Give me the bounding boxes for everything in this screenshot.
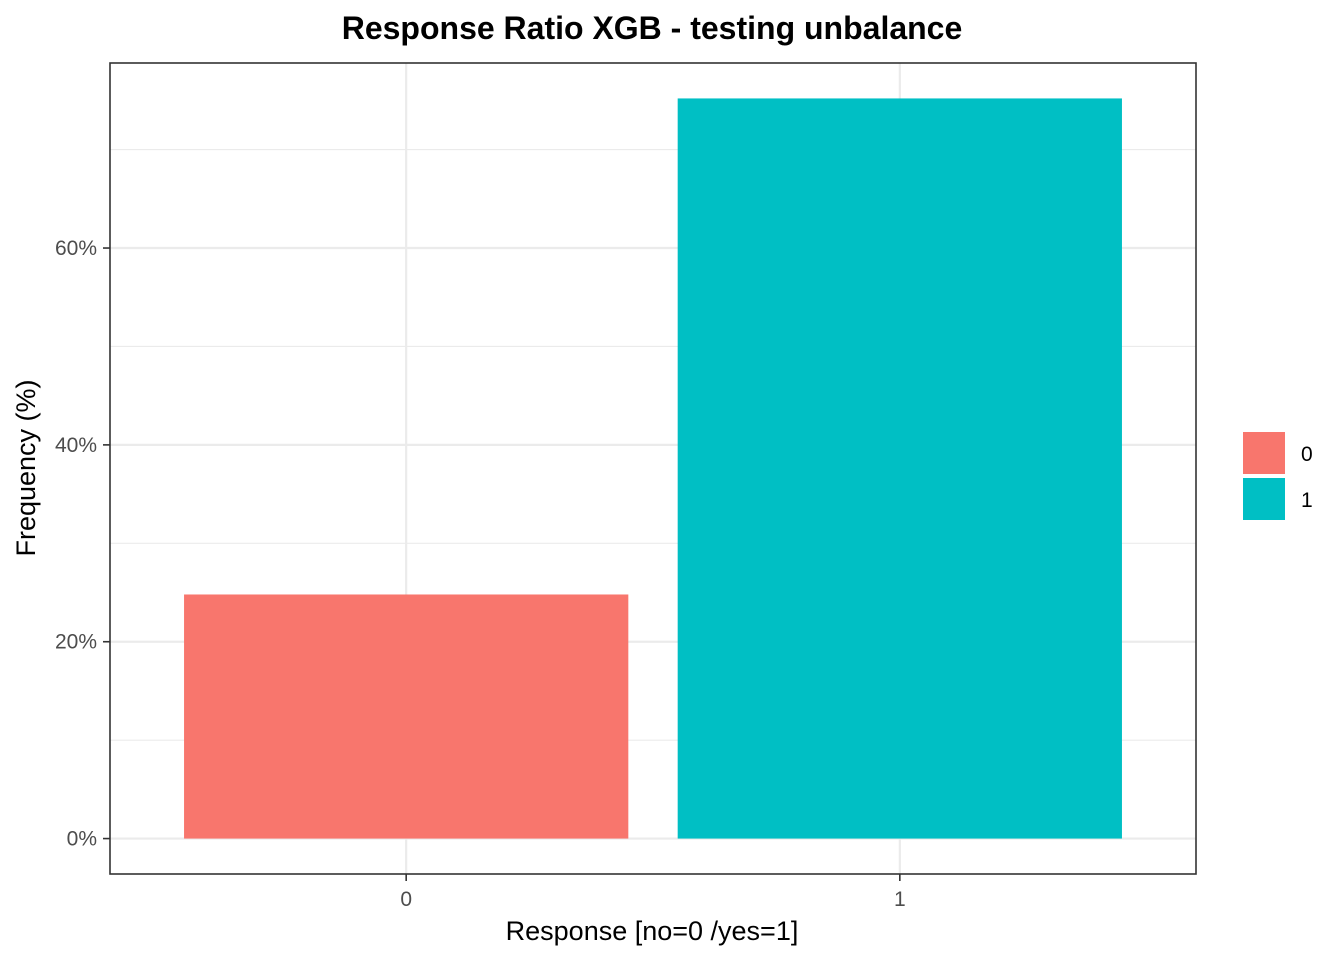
bars: [184, 98, 1122, 839]
chart-title: Response Ratio XGB - testing unbalance: [342, 10, 963, 46]
legend-key-0: [1243, 432, 1285, 474]
x-axis-title: Response [no=0 /yes=1]: [506, 916, 799, 946]
bar-1: [677, 98, 1122, 839]
y-tick-label-2: 40%: [55, 434, 97, 457]
panel-border: [109, 62, 1197, 875]
y-axis-title: Frequency (%): [11, 379, 41, 556]
x-tick-label-1: 1: [894, 888, 906, 911]
y-axis: 0% 20% 40% 60%: [55, 237, 110, 851]
x-tick-label-0: 0: [400, 888, 412, 911]
legend: 01: [1243, 432, 1313, 520]
y-tick-label-3: 60%: [55, 237, 97, 260]
bar-0: [184, 594, 629, 839]
y-tick-label-0: 0%: [67, 828, 97, 851]
legend-key-1: [1243, 478, 1285, 520]
legend-label-1: 1: [1301, 489, 1313, 512]
y-tick-label-1: 20%: [55, 631, 97, 654]
plot-panel: [109, 62, 1197, 875]
legend-label-0: 0: [1301, 443, 1313, 466]
